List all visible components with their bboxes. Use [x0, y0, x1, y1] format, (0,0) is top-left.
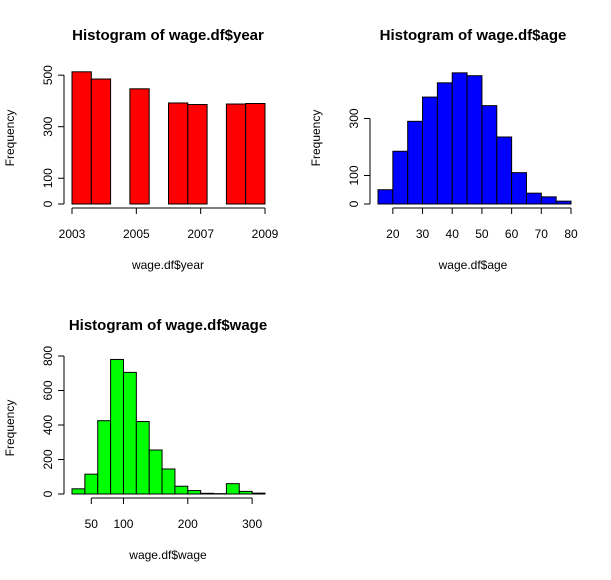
histogram-bar	[90, 78, 112, 205]
x-tick-label: 2009	[252, 227, 279, 241]
x-tick-label: 70	[535, 227, 549, 241]
histogram-bar	[200, 492, 215, 495]
x-tick-label: 20	[386, 227, 400, 241]
histogram-bar	[436, 82, 453, 205]
x-tick-label: 60	[505, 227, 519, 241]
histogram-bar	[225, 483, 240, 495]
x-tick-label: 40	[446, 227, 460, 241]
histogram-bar	[451, 72, 468, 205]
x-tick-label: 30	[416, 227, 430, 241]
x-tick-label: 50	[475, 227, 489, 241]
y-tick-label: 400	[41, 415, 55, 435]
x-axis-label: wage.df$year	[131, 258, 204, 272]
histogram-bar	[84, 473, 99, 495]
chart-title: Histogram of wage.df$wage	[69, 317, 267, 334]
histogram-bar	[122, 371, 137, 495]
x-tick-label: 100	[113, 517, 133, 531]
histogram-bar	[71, 71, 92, 205]
y-tick-label: 300	[41, 116, 55, 136]
histogram-bar	[71, 488, 86, 495]
histogram-bar	[511, 172, 527, 205]
histogram-bar	[407, 120, 424, 205]
x-tick-label: 2007	[187, 227, 214, 241]
histogram-bar	[97, 420, 112, 495]
x-axis-label: wage.df$age	[438, 258, 508, 272]
histogram-bar	[251, 492, 266, 495]
histogram-panel-year: Histogram of wage.df$year wage.df$year F…	[3, 27, 279, 272]
y-tick-label: 500	[41, 65, 55, 85]
histogram-bar	[187, 490, 202, 495]
histogram-bar	[174, 485, 189, 495]
histogram-bar	[238, 490, 253, 495]
x-tick-label: 2003	[59, 227, 86, 241]
histogram-bar	[110, 358, 124, 495]
y-tick-label: 100	[41, 168, 55, 188]
histogram-bar	[161, 468, 176, 495]
y-tick-label: 200	[41, 449, 55, 469]
y-tick-label: 0	[41, 490, 55, 497]
histogram-bar	[422, 96, 438, 205]
chart-title: Histogram of wage.df$year	[72, 27, 264, 44]
histogram-panel-wage: Histogram of wage.df$wage wage.df$wage F…	[3, 317, 267, 562]
y-axis-label: Frequency	[309, 110, 323, 167]
chart-title: Histogram of wage.df$age	[380, 27, 567, 44]
y-tick-label: 800	[41, 346, 55, 366]
x-axis-label: wage.df$wage	[128, 548, 207, 562]
histogram-bar	[135, 421, 150, 495]
histogram-bar	[245, 103, 266, 205]
histogram-bar	[555, 200, 572, 205]
x-tick-label: 2005	[123, 227, 150, 241]
histogram-bar	[129, 88, 150, 205]
histogram-bar	[225, 103, 247, 205]
histogram-bar	[392, 150, 409, 205]
y-tick-label: 600	[41, 380, 55, 400]
y-tick-label: 0	[41, 200, 55, 207]
x-tick-label: 300	[242, 517, 262, 531]
histogram-bar	[540, 196, 557, 205]
y-tick-label: 0	[347, 200, 361, 207]
histogram-bar	[466, 75, 483, 205]
x-tick-label: 200	[178, 517, 198, 531]
y-axis-label: Frequency	[3, 110, 17, 167]
histogram-bar	[496, 136, 513, 205]
histogram-bar	[187, 104, 208, 205]
histogram-bar	[168, 102, 189, 205]
histogram-bar	[148, 449, 163, 495]
histogram-bar	[377, 189, 394, 205]
y-axis-label: Frequency	[3, 400, 17, 457]
x-tick-label: 50	[85, 517, 99, 531]
x-tick-label: 80	[564, 227, 578, 241]
histogram-bar	[525, 192, 542, 205]
histogram-bar	[481, 105, 498, 205]
y-tick-label: 100	[347, 165, 361, 185]
y-tick-label: 300	[347, 108, 361, 128]
histogram-panel-age: Histogram of wage.df$age wage.df$age Fre…	[309, 27, 578, 272]
